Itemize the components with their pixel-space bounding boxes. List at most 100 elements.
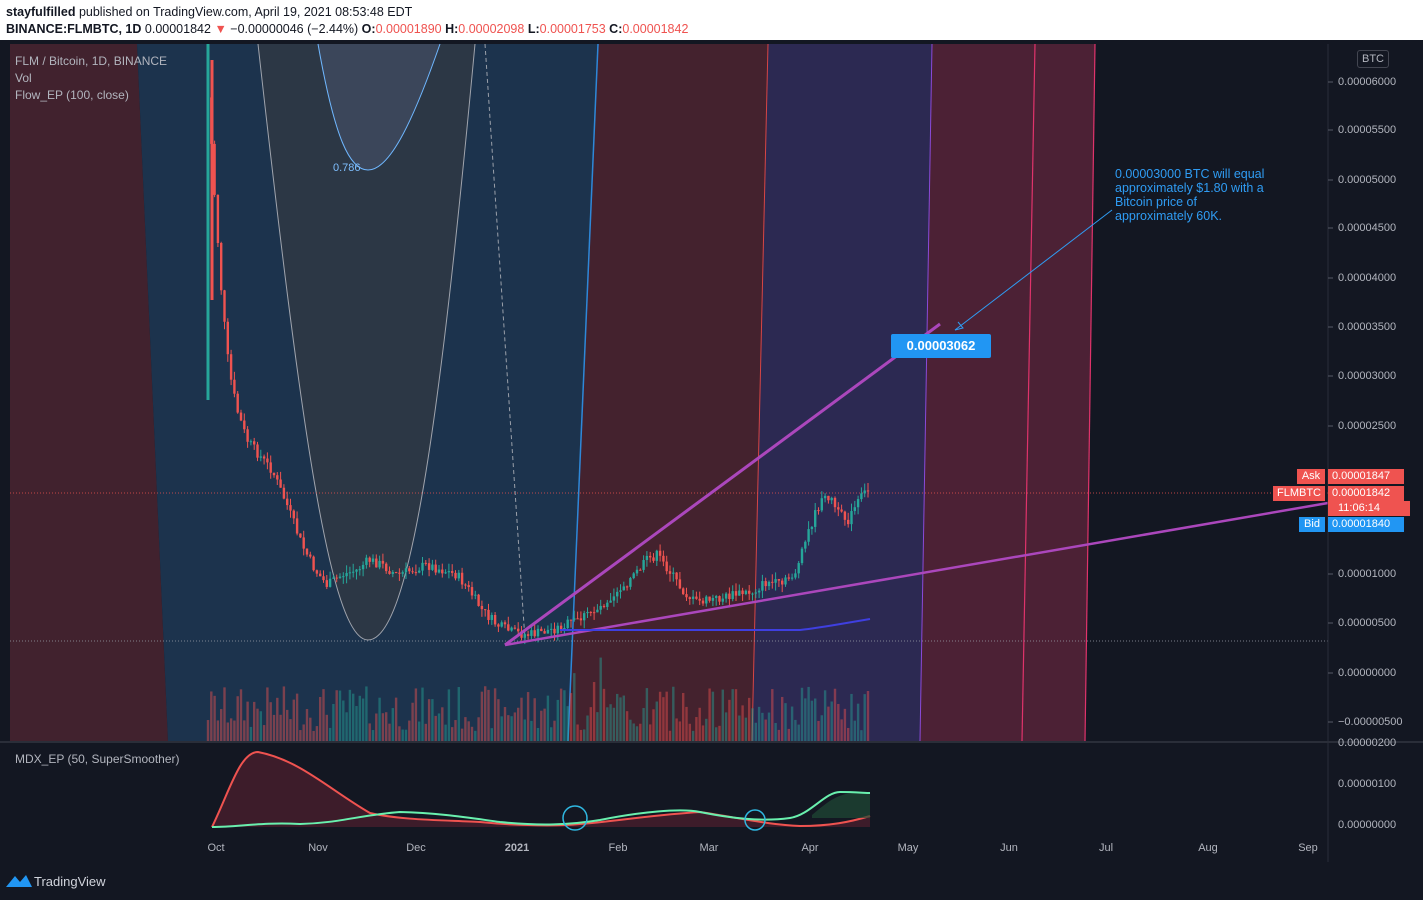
candle-body [480, 605, 484, 610]
volume-bar [781, 696, 784, 741]
candle-body [701, 600, 705, 604]
candle-body [853, 507, 856, 512]
candle-body [361, 564, 365, 570]
y-tick-label: 0.00005000 [1338, 174, 1397, 186]
volume-bar [282, 686, 286, 741]
candle-body [434, 564, 437, 573]
author-name[interactable]: stayfulfilled [6, 5, 76, 19]
candle-body [840, 509, 843, 512]
candle-body [767, 581, 771, 587]
candle-body [672, 572, 675, 574]
candle-body [239, 412, 243, 421]
brand-name[interactable]: TradingView [34, 874, 106, 889]
volume-bar [477, 717, 480, 741]
candle-body [441, 569, 444, 574]
flow-indicator-legend[interactable]: Flow_EP (100, close) [15, 88, 129, 102]
volume-bar [741, 705, 744, 741]
candle-body [358, 569, 361, 571]
symbol-label: BINANCE:FLMBTC, 1D [6, 22, 142, 36]
candle-body [602, 605, 606, 607]
arc-small [317, 43, 441, 171]
target-price-label[interactable]: 0.00003062 [891, 334, 991, 358]
high-value: 0.00002098 [458, 22, 525, 36]
trendline-lower [504, 501, 1329, 647]
candle-body [206, 44, 210, 400]
candle-body [797, 563, 800, 574]
volume-bar [236, 696, 239, 741]
volume-bar [625, 711, 629, 741]
y-tick-label: 0.00000500 [1338, 617, 1397, 629]
candle-body [233, 379, 236, 394]
volume-bar [800, 687, 804, 741]
candle-body [368, 557, 371, 562]
candle-body [830, 497, 833, 501]
volume-bar [639, 723, 642, 741]
candle-body [837, 507, 840, 510]
candle-body [754, 592, 757, 594]
volume-bar [827, 706, 830, 741]
candle-body [820, 498, 823, 511]
candle-body [404, 568, 408, 573]
chart-title[interactable]: FLM / Bitcoin, 1D, BINANCE [15, 54, 168, 68]
volume-bar [338, 690, 342, 741]
volume-bar [810, 700, 814, 741]
candle-body [421, 562, 424, 571]
candle-body [289, 505, 292, 511]
candle-body [662, 555, 665, 562]
mdx-oscillator [211, 750, 871, 831]
candle-body [576, 618, 579, 620]
volume-bar [335, 690, 338, 741]
volume-bar [767, 712, 771, 741]
candle-body [447, 571, 451, 573]
volume-bar [833, 688, 837, 741]
volume-bar [728, 699, 731, 741]
candle-body [223, 290, 226, 322]
candle-body [394, 572, 398, 574]
x-tick-label: Mar [699, 842, 719, 854]
candle-body [738, 590, 741, 596]
candle-body [477, 594, 480, 606]
volume-bar [437, 713, 441, 741]
volume-bar [279, 714, 282, 741]
candle-body [210, 60, 214, 300]
tradingview-logo-icon[interactable] [6, 873, 32, 887]
volume-bar [454, 720, 457, 741]
candle-body [596, 609, 599, 613]
candle-body [381, 560, 385, 564]
candle-body [708, 596, 711, 601]
volume-bar [797, 724, 800, 741]
y-tick-label: −0.00000500 [1338, 716, 1403, 728]
volume-bar [533, 698, 536, 741]
candle-body [833, 497, 837, 508]
volume-legend[interactable]: Vol [15, 71, 32, 85]
y-tick-label: 0.00005500 [1338, 124, 1397, 136]
bid-value: 0.00001840 [1328, 517, 1404, 532]
annotation-text[interactable]: 0.00003000 BTC will equal approximately … [1115, 167, 1265, 223]
volume-bar [738, 715, 741, 741]
candle-body [579, 618, 583, 621]
y-tick-label: 0.00003500 [1338, 321, 1397, 333]
candle-body [282, 487, 286, 499]
candle-body [338, 576, 342, 578]
candle-body [847, 519, 850, 525]
candle-body [734, 591, 738, 596]
volume-bar [850, 693, 853, 741]
volume-bar [229, 718, 233, 741]
volume-bar [665, 691, 668, 741]
volume-bar [685, 706, 688, 741]
volume-bar [253, 701, 256, 741]
volume-bar [764, 719, 767, 741]
candle-body [728, 593, 731, 600]
volume-bar [490, 728, 493, 741]
candle-body [612, 596, 616, 601]
volume-bar [734, 689, 738, 741]
volume-bar [276, 697, 279, 741]
mdx-indicator-legend[interactable]: MDX_EP (50, SuperSmoother) [15, 752, 180, 766]
candle-body [599, 605, 602, 610]
candle-body [583, 613, 586, 621]
currency-button[interactable]: BTC [1357, 50, 1389, 68]
candle-body [856, 499, 860, 508]
volume-bar [381, 713, 385, 741]
volume-bar [823, 690, 827, 741]
